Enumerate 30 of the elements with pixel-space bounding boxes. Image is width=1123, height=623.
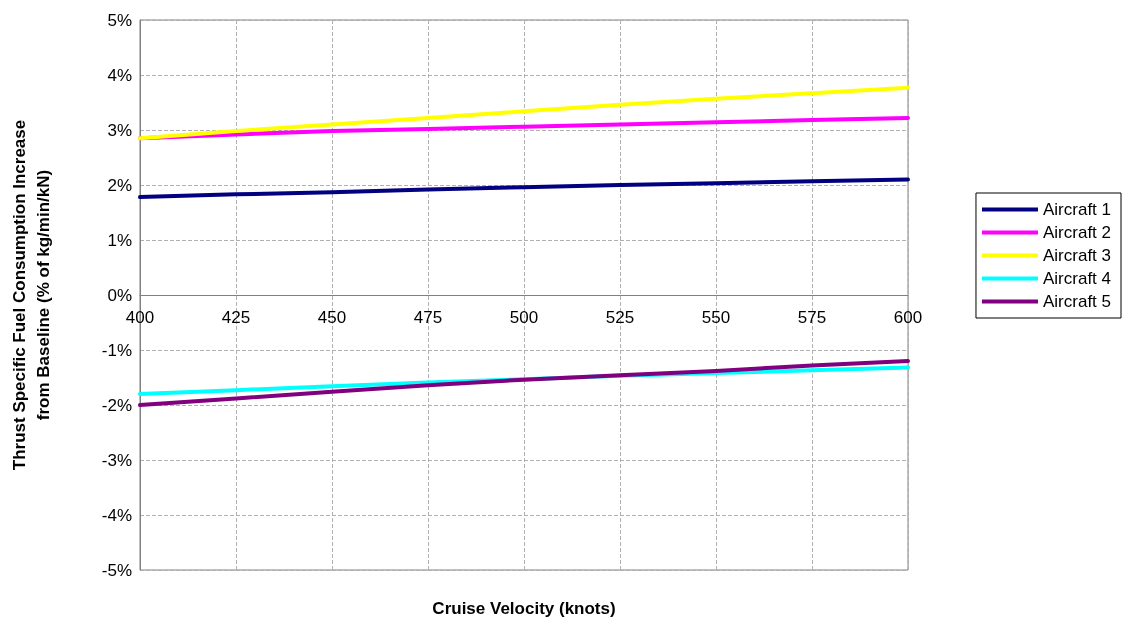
x-tick-label: 550 <box>701 308 731 327</box>
y-tick-label: 1% <box>107 230 132 250</box>
y-tick-label: 3% <box>107 120 132 140</box>
y-tick-label: -2% <box>101 395 132 415</box>
x-tick-label: 500 <box>509 308 539 327</box>
line-series <box>138 359 910 407</box>
x-tick-label: 475 <box>413 308 443 327</box>
y-axis-title: Thrust Specific Fuel Consumption Increase from Baseline (% of kg/min/kN) <box>9 119 53 471</box>
y-tick-label: -5% <box>101 560 132 580</box>
line-series <box>138 177 910 200</box>
legend-label: Aircraft 1 <box>1042 200 1112 219</box>
legend-label: Aircraft 4 <box>1042 269 1112 288</box>
x-tick-label: 400 <box>125 308 155 327</box>
legend-label: Aircraft 2 <box>1042 223 1112 242</box>
y-tick-label: 5% <box>107 10 132 30</box>
y-tick-label: 0% <box>107 285 132 305</box>
x-tick-label: 575 <box>797 308 827 327</box>
x-tick-label: 450 <box>317 308 347 327</box>
y-tick-label: 2% <box>107 175 132 195</box>
legend-label: Aircraft 5 <box>1042 292 1112 311</box>
y-tick-label: -1% <box>101 340 132 360</box>
y-tick-label: 4% <box>107 65 132 85</box>
x-tick-label: 425 <box>221 308 251 327</box>
y-tick-label: -4% <box>101 505 132 525</box>
legend-label: Aircraft 3 <box>1042 246 1112 265</box>
y-tick-label: -3% <box>101 450 132 470</box>
x-tick-label: 525 <box>605 308 635 327</box>
line-series <box>138 85 910 141</box>
x-axis-title: Cruise Velocity (knots) <box>432 599 616 618</box>
x-tick-label: 600 <box>893 308 923 327</box>
